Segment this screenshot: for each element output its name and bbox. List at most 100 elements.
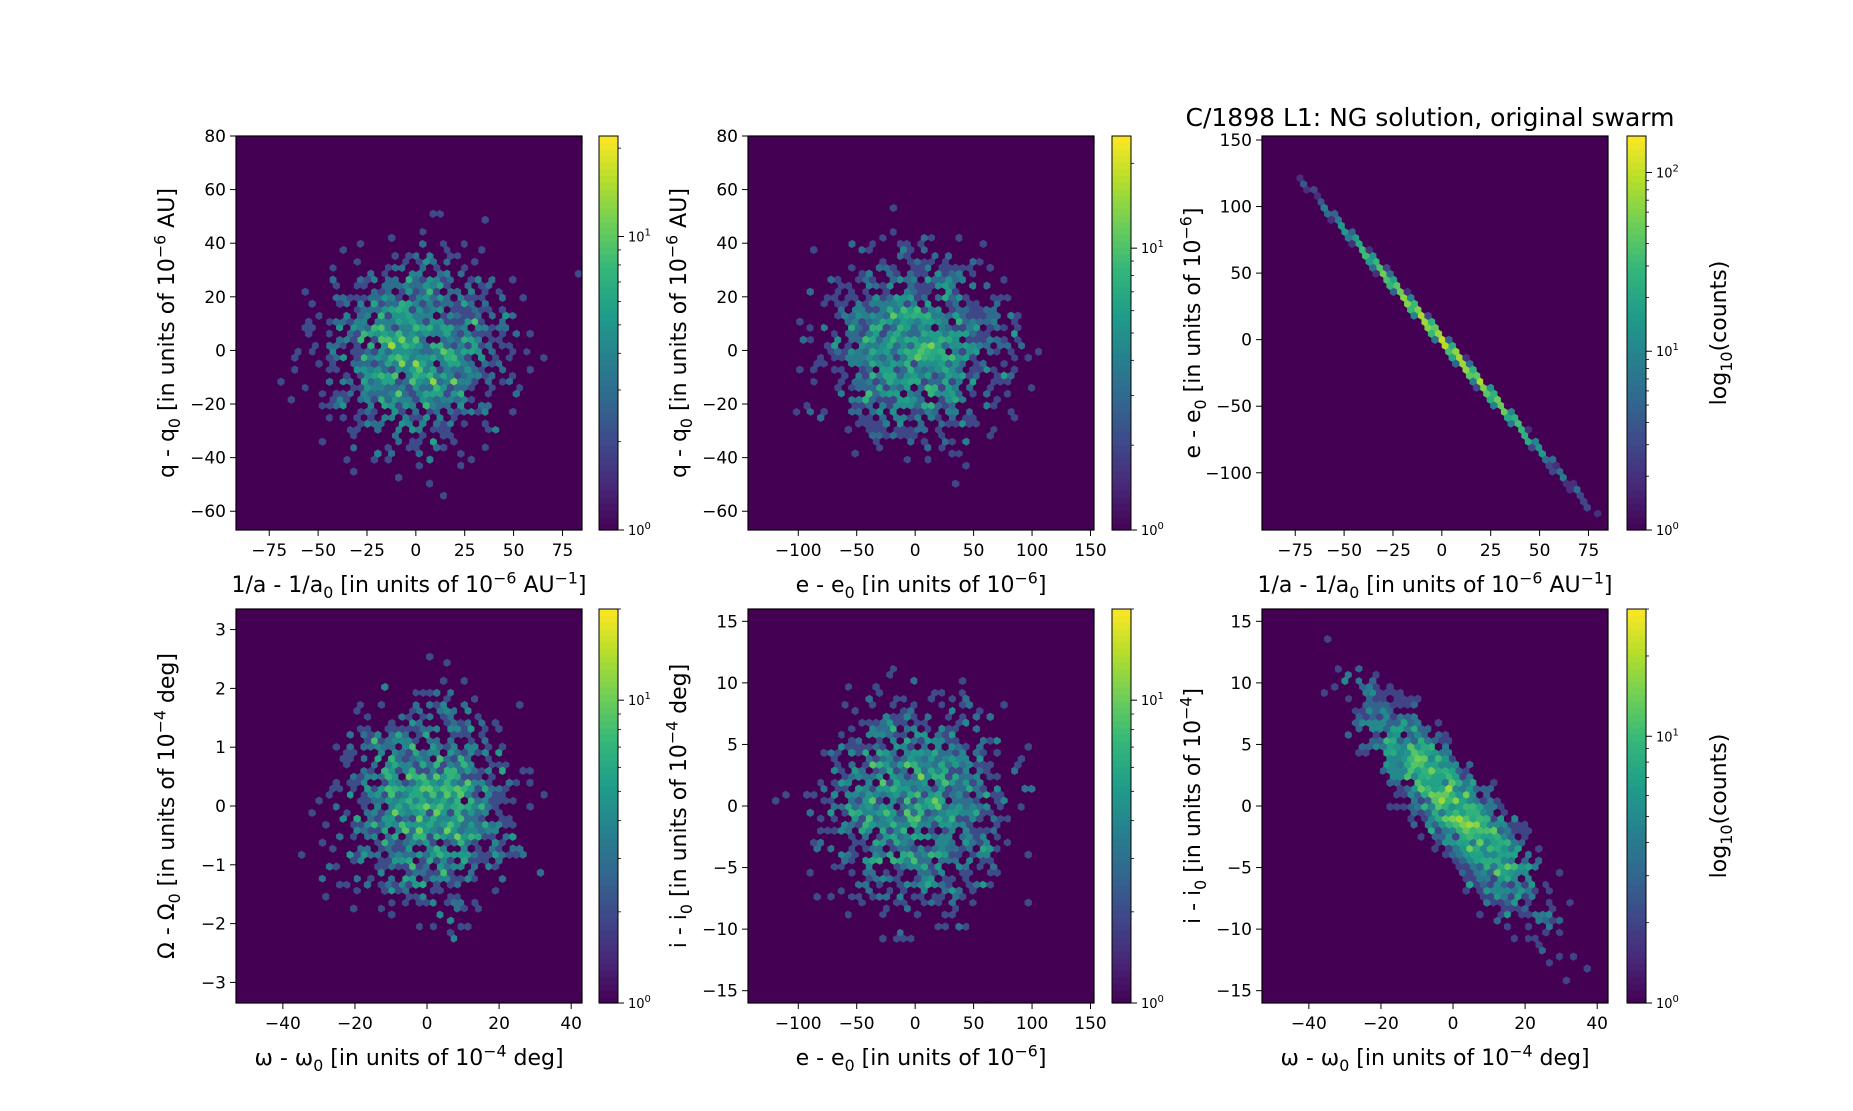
colorbar-segment	[1112, 431, 1131, 439]
colorbar-segment	[599, 668, 618, 676]
hexbin-cell	[346, 221, 354, 231]
colorbar-segment	[1112, 313, 1131, 321]
ylabel-supscript: −4	[663, 721, 682, 744]
hexbin-cell	[516, 251, 524, 261]
colorbar-segment	[1112, 707, 1131, 715]
xlabel-supscript: −4	[483, 1042, 506, 1061]
hexbin-cell	[834, 383, 842, 392]
colorbar-segment	[599, 970, 618, 978]
colorbar-segment	[1112, 155, 1131, 163]
y-tick-label: 0	[215, 341, 226, 361]
colorbar-segment	[599, 168, 618, 176]
hexbin-cell	[983, 694, 991, 704]
hexbin-cell	[505, 886, 513, 895]
hexbin-cell	[844, 413, 852, 422]
y-tick-label: 15	[716, 612, 738, 632]
hexbin-cell	[855, 431, 863, 440]
hexbin-cell	[498, 293, 507, 303]
colorbar-segment	[599, 871, 618, 879]
hexbin-cell	[837, 646, 846, 656]
hexbin-cell	[1055, 347, 1064, 356]
hexbin-cell	[405, 251, 413, 261]
colorbar-segment	[1627, 201, 1646, 209]
hexbin-cell	[882, 904, 891, 913]
hexbin-cell	[1055, 407, 1064, 416]
hexbin-cell	[481, 712, 489, 722]
hexbin-cell	[931, 916, 939, 925]
hexbin-cell	[457, 257, 465, 267]
hexbin-cell	[509, 383, 517, 392]
hexbin-cell	[875, 239, 884, 249]
hexbin-cell	[1045, 790, 1053, 800]
hexbin-cell	[896, 868, 904, 877]
hexbin-cell	[996, 305, 1005, 315]
hexbin-cell	[827, 395, 835, 404]
colorbar-label-tail: (counts)	[1707, 261, 1732, 352]
hexbin-cell	[350, 263, 358, 273]
hexbin-cell	[568, 365, 576, 374]
hexbin-cell	[512, 850, 520, 859]
hexbin-cell	[363, 347, 372, 356]
hexbin-cell	[855, 383, 863, 392]
hexbin-cell	[907, 742, 915, 752]
hexbin-cell	[509, 335, 517, 345]
hexbin-cell	[796, 401, 804, 410]
colorbar-segment	[1627, 136, 1646, 144]
hexbin-cell	[460, 443, 468, 452]
hexbin-cell	[1017, 293, 1025, 303]
hexbin-cell	[972, 928, 980, 937]
hexbin-cell	[910, 808, 918, 818]
colorbar-segment	[1627, 214, 1646, 222]
hexbin-cell	[955, 245, 963, 255]
hexbin-cell	[360, 245, 368, 255]
hexbin-cell	[491, 329, 500, 339]
hexbin-cell	[979, 251, 987, 261]
hexbin-cell	[502, 844, 510, 853]
hexbin-cell	[872, 862, 880, 871]
hexbin-cell	[505, 766, 513, 776]
hexbin-cell	[996, 778, 1005, 788]
hexbin-cell	[457, 646, 465, 656]
colorbar-segment	[599, 878, 618, 886]
hexbin-cell	[467, 844, 475, 853]
hexbin-cell	[827, 772, 835, 782]
colorbar-segment	[599, 181, 618, 190]
hexbin-cell	[516, 407, 524, 416]
hexbin-cell	[782, 317, 790, 327]
hexbin-cell	[810, 389, 818, 398]
hexbin-cell	[564, 407, 572, 416]
hexbin-cell	[1021, 820, 1029, 829]
hexbin-cell	[931, 323, 939, 333]
hexbin-cell	[395, 946, 403, 955]
hexbin-cell	[488, 976, 496, 985]
hexbin-cell	[464, 377, 472, 386]
hexbin-cell	[945, 395, 953, 404]
hexbin-cell	[1365, 257, 1373, 267]
colorbar-segment	[599, 733, 618, 741]
colorbar-segment	[1627, 392, 1646, 400]
hexbin-cell	[581, 840, 582, 845]
hexbin-cell	[384, 395, 392, 404]
hexbin-cell	[453, 395, 462, 404]
hexbin-cell	[917, 856, 925, 865]
hexbin-cell	[460, 515, 468, 524]
hexbin-cell	[505, 790, 513, 800]
hexbin-cell	[924, 347, 932, 356]
hexbin-cell	[986, 263, 994, 273]
colorbar-segment	[1627, 477, 1646, 485]
hexbin-cell	[990, 922, 998, 931]
hexbin-cell	[457, 910, 465, 919]
colorbar-segment	[1112, 319, 1131, 328]
colorbar-segment	[1112, 943, 1131, 952]
colorbar-segment	[599, 503, 618, 511]
colorbar-segment	[1112, 851, 1131, 860]
hexbin-cell	[388, 221, 396, 231]
y-axis-label: i - i0 [in units of 10−4 deg]	[663, 664, 697, 948]
hexbin-cell	[986, 479, 994, 488]
hexbin-cell	[398, 407, 406, 416]
hexbin-cell	[367, 473, 375, 482]
hexbin-cell	[429, 730, 437, 740]
hexbin-cell	[536, 844, 545, 853]
colorbar-segment	[1112, 865, 1131, 873]
hexbin-cell	[294, 748, 302, 758]
